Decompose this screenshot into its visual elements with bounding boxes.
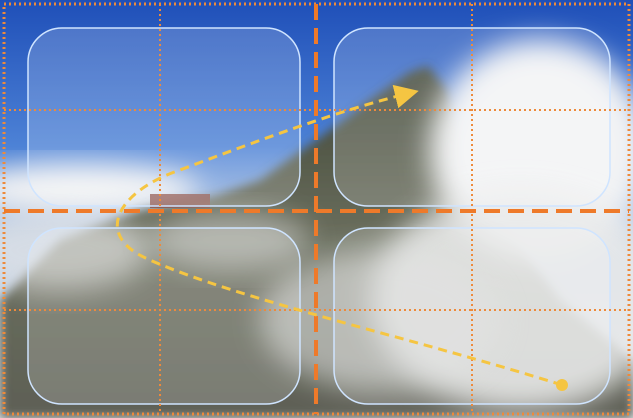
focus-box: [27, 227, 301, 405]
center-lines: [4, 4, 629, 414]
focus-box: [27, 27, 301, 207]
path-start: [556, 379, 568, 391]
